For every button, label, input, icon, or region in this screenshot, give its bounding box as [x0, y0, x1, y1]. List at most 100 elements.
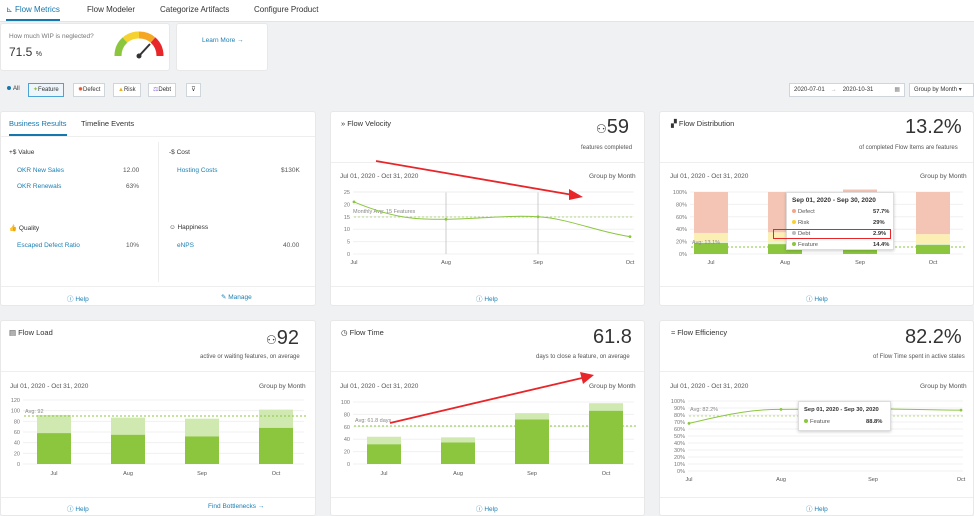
help-link[interactable]: ⓘ Help	[67, 506, 89, 513]
x-tick-label: Sep	[533, 260, 543, 266]
x-tick-label: Aug	[780, 260, 790, 266]
filter-debt[interactable]: ⚖Debt	[148, 83, 177, 97]
bar-risk	[768, 232, 802, 243]
enps-link[interactable]: eNPS	[177, 242, 194, 249]
bar-waiting	[441, 437, 475, 443]
y-tick-label: 40%	[674, 441, 685, 447]
load-chart: 120 100 80 60 40 20 0 Avg: 92 Jul Aug Sep Oct	[11, 398, 306, 477]
y-tick-label: 5	[347, 240, 350, 246]
tab-business-results[interactable]: Business Results	[9, 119, 67, 136]
flow-time-title: ◷ Flow Time	[341, 328, 384, 337]
tooltip-row-label: Risk	[792, 220, 809, 226]
y-tick-label: 50%	[674, 434, 685, 440]
smile-icon: ☺	[169, 224, 178, 231]
tab-categorize-artifacts[interactable]: Categorize Artifacts	[160, 5, 230, 14]
cost-title: -$ Cost	[169, 149, 190, 156]
tab-flow-metrics[interactable]: ⊾ Flow Metrics	[6, 5, 60, 21]
y-tick-label: 25	[344, 190, 350, 196]
bar-waiting	[367, 436, 401, 445]
help-icon: ⓘ	[476, 296, 485, 303]
tooltip-row-label: Feature	[792, 242, 818, 248]
risk-icon: ▲	[118, 87, 124, 93]
enps-value: 40.00	[283, 242, 300, 249]
filter-all[interactable]: All	[3, 83, 24, 97]
bar-active	[111, 434, 145, 464]
okr-new-sales-link[interactable]: OKR New Sales	[17, 167, 64, 174]
data-point	[444, 217, 448, 221]
wip-value: 71.5 %	[9, 45, 42, 59]
y-tick-label: 80	[344, 412, 350, 418]
date-to[interactable]: 2020-10-31	[842, 87, 874, 93]
tab-timeline-events[interactable]: Timeline Events	[81, 119, 135, 128]
date-range-label: Jul 01, 2020 - Oct 31, 2020	[670, 173, 749, 180]
manage-link[interactable]: ✎ Manage	[221, 294, 252, 301]
velocity-chart: 25 20 15 10 5 0 Monthly Avg: 15 Features Jul A…	[344, 190, 635, 266]
bar-risk	[916, 234, 950, 244]
learn-more-link[interactable]: Learn More →	[202, 37, 244, 44]
okr-renewals-value: 63%	[126, 183, 140, 190]
filter-defect[interactable]: ✹Defect	[73, 83, 106, 97]
red-highlight-box	[773, 229, 891, 239]
y-tick-label: 15	[344, 215, 350, 221]
divider	[1, 497, 315, 498]
help-link[interactable]: ⓘ Help	[67, 296, 89, 303]
find-bottlenecks-link[interactable]: Find Bottlenecks →	[208, 503, 265, 510]
y-tick-label: 0	[17, 462, 20, 468]
bar-waiting	[37, 414, 71, 434]
clock-icon: ◷	[341, 328, 350, 337]
business-results-card: Business Results Timeline Events +$ Valu…	[0, 111, 316, 306]
bar-active	[441, 442, 475, 464]
divider	[660, 286, 973, 287]
y-tick-label: 80%	[676, 202, 687, 208]
help-link[interactable]: ⓘ Help	[806, 296, 828, 303]
y-tick-label: 120	[11, 398, 20, 404]
date-range-picker[interactable]: 2020-07-01 → 2020-10-31 ▦	[789, 83, 905, 97]
date-range-label: Jul 01, 2020 - Oct 31, 2020	[670, 383, 749, 390]
y-tick-label: 30%	[674, 448, 685, 454]
x-tick-label: Oct	[602, 471, 611, 477]
divider	[1, 371, 315, 372]
help-icon: ⓘ	[806, 296, 815, 303]
escaped-defect-ratio-link[interactable]: Escaped Defect Ratio	[17, 242, 80, 249]
okr-new-sales-value: 12.00	[123, 167, 140, 174]
y-tick-label: 40%	[676, 227, 687, 233]
y-tick-label: 100	[11, 409, 20, 415]
red-annotation-arrow	[375, 160, 583, 200]
tooltip-row-value: 29%	[873, 220, 885, 226]
dollar-icon: -$	[169, 149, 177, 156]
group-by-label: Group by Month	[920, 173, 967, 180]
tooltip-row-value: 57.7%	[873, 209, 890, 215]
tab-flow-modeler[interactable]: Flow Modeler	[87, 5, 136, 14]
load-value: ⚇92	[266, 327, 300, 349]
x-tick-label: Jul	[707, 260, 714, 266]
help-link[interactable]: ⓘ Help	[476, 296, 498, 303]
filter-feature[interactable]: ✦Feature	[28, 83, 64, 97]
hosting-costs-value: $130K	[281, 167, 300, 174]
hosting-costs-link[interactable]: Hosting Costs	[177, 167, 218, 174]
x-tick-label: Aug	[441, 260, 451, 266]
bar-waiting	[515, 413, 549, 420]
help-link[interactable]: ⓘ Help	[476, 506, 498, 513]
date-from[interactable]: 2020-07-01	[794, 87, 825, 93]
distribution-value: 13.2%	[905, 116, 962, 138]
bar-waiting	[589, 403, 623, 411]
group-by-select[interactable]: Group by Month ▾	[909, 83, 974, 97]
chevron-down-icon: ▾	[958, 87, 962, 93]
flow-efficiency-card: ≈ Flow Efficiency 82.2% of Flow Time spe…	[659, 320, 974, 516]
okr-renewals-link[interactable]: OKR Renewals	[17, 183, 62, 190]
velocity-icon: »	[341, 119, 348, 128]
data-point	[628, 235, 632, 239]
bar-waiting	[185, 418, 219, 437]
filter-funnel-button[interactable]: ⊽	[186, 83, 201, 97]
help-link[interactable]: ⓘ Help	[806, 506, 828, 513]
dollar-icon: +$	[9, 149, 19, 156]
tooltip-row-value: 14.4%	[873, 242, 890, 248]
filter-risk[interactable]: ▲Risk	[113, 83, 141, 97]
tab-configure-product[interactable]: Configure Product	[254, 5, 319, 14]
calendar-icon: ▦	[894, 87, 900, 93]
avg-label: Avg: 13.1%	[692, 240, 720, 246]
divider	[660, 497, 973, 498]
chart-icon: ⊾	[6, 5, 15, 14]
tooltip-row-label: Debt	[792, 231, 810, 237]
velocity-sub: features completed	[581, 145, 633, 151]
